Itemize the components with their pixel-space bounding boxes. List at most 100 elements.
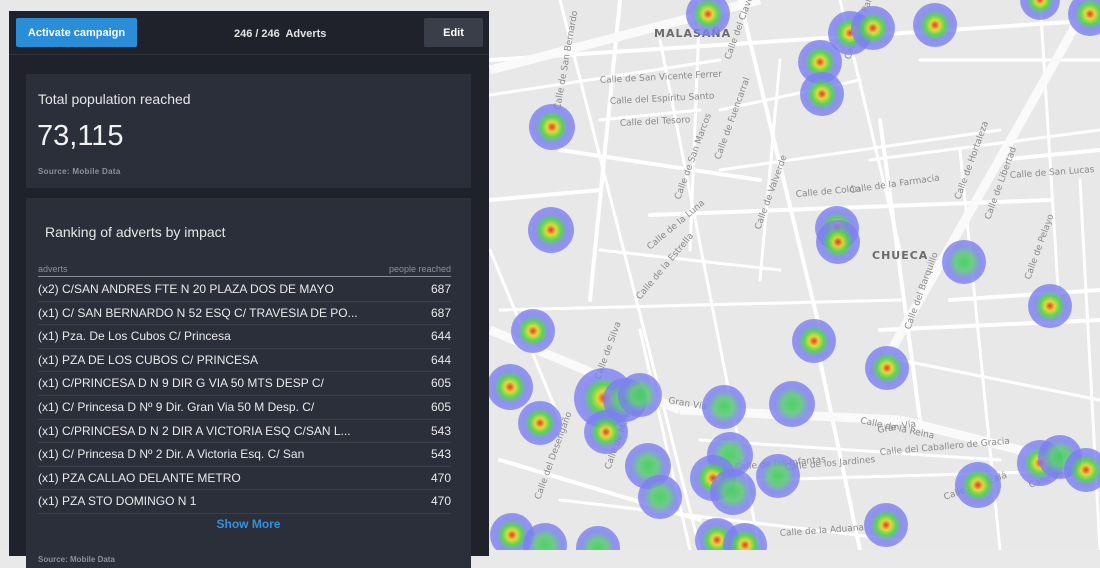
heat-hotspot — [792, 319, 836, 363]
street-segment — [948, 288, 1100, 302]
edit-button[interactable]: Edit — [424, 18, 483, 47]
street-segment — [738, 0, 822, 332]
population-title: Total population reached — [38, 91, 191, 107]
heat-hotspot — [511, 309, 555, 353]
street-segment — [718, 128, 1002, 172]
list-item[interactable]: (x1) PZA CALLAO DELANTE METRO 470 — [38, 467, 451, 491]
list-item[interactable]: (x1) C/PRINCESA D N 9 DIR G VIA 50 MTS D… — [38, 372, 451, 396]
people-reached-value: 605 — [430, 399, 451, 414]
heat-hotspot — [487, 364, 533, 410]
heat-hotspot — [518, 401, 562, 445]
map-heat-layer — [487, 0, 1100, 550]
street-segment — [598, 248, 782, 272]
list-item[interactable]: (x1) C/ Princesa D Nº 9 Dir. Gran Via 50… — [38, 396, 451, 420]
street-segment — [488, 18, 1100, 62]
ranking-title: Ranking of adverts by impact — [45, 224, 226, 240]
people-reached-value: 687 — [430, 305, 451, 320]
heat-hotspot — [798, 40, 842, 84]
street-segment — [648, 198, 1052, 217]
heat-hotspot — [769, 381, 815, 427]
list-item[interactable]: (x1) C/PRINCESA D N 2 DIR A VICTORIA ESQ… — [38, 420, 451, 444]
advert-name: (x1) C/PRINCESA D N 9 DIR G VIA 50 MTS D… — [38, 376, 324, 391]
heat-hotspot — [800, 72, 844, 116]
heat-hotspot — [529, 104, 575, 150]
people-reached-value: 687 — [430, 282, 451, 296]
street-segment — [588, 0, 622, 302]
heat-hotspot — [955, 462, 1001, 508]
street-segment — [488, 58, 722, 97]
heat-hotspot — [865, 346, 909, 390]
street-segment — [488, 188, 602, 202]
advert-name: (x1) PZA CALLAO DELANTE METRO — [38, 470, 241, 485]
heat-hotspot — [686, 0, 730, 36]
street-segment — [498, 298, 902, 312]
street-segment — [878, 118, 922, 422]
street-segment — [598, 108, 702, 122]
list-item[interactable]: (x2) C/SAN ANDRES FTE N 20 PLAZA DOS DE … — [38, 278, 451, 302]
column-adverts: adverts — [38, 264, 68, 274]
heat-hotspot — [638, 475, 682, 519]
heat-hotspot — [528, 207, 574, 253]
advert-count-total: 246 — [261, 28, 280, 40]
street-segment — [898, 358, 1100, 402]
people-reached-value: 644 — [430, 329, 451, 344]
advert-name: (x2) C/SAN ANDRES FTE N 20 PLAZA DOS DE … — [38, 282, 334, 296]
heat-hotspot — [1028, 284, 1072, 328]
street-segment — [558, 0, 702, 550]
people-reached-value: 470 — [430, 494, 451, 509]
major-road-segment — [876, 0, 1094, 373]
street-segment — [558, 498, 902, 542]
street-segment — [818, 358, 862, 550]
street-segment — [558, 148, 762, 182]
heat-hotspot — [1064, 448, 1100, 492]
street-segment — [698, 438, 1002, 462]
advert-name: (x1) C/ Princesa D Nº 9 Dir. Gran Via 50… — [38, 399, 315, 414]
heat-hotspot — [490, 513, 534, 550]
people-reached-value: 644 — [430, 352, 451, 367]
column-people-reached: people reached — [388, 264, 451, 274]
advert-name: (x1) Pza. De Los Cubos C/ Princesa — [38, 329, 231, 344]
list-item[interactable]: (x1) C/ SAN BERNARDO N 52 ESQ C/ TRAVESI… — [38, 302, 451, 326]
population-source: Source: Mobile Data — [38, 167, 121, 176]
advert-count-unit: Adverts — [285, 28, 327, 40]
ranking-header: adverts people reached — [38, 264, 451, 277]
advert-name: (x1) C/ SAN BERNARDO N 52 ESQ C/ TRAVESI… — [38, 305, 358, 320]
population-card: Total population reached 73,115 Source: … — [26, 74, 471, 188]
heat-hotspot — [618, 373, 662, 417]
heat-hotspot — [723, 523, 767, 550]
heat-hotspot — [584, 410, 628, 454]
street-segment — [868, 128, 1100, 162]
panel-toolbar: Activate campaign 246/246 Adverts Edit — [9, 11, 489, 55]
ranking-source: Source: Mobile Data — [38, 555, 115, 564]
heat-hotspot — [942, 240, 986, 284]
people-reached-value: 470 — [430, 470, 451, 485]
list-item[interactable]: (x1) Pza. De Los Cubos C/ Princesa 644 — [38, 325, 451, 349]
heat-hotspot — [1020, 0, 1060, 20]
advert-name: (x1) PZA DE LOS CUBOS C/ PRINCESA — [38, 352, 259, 367]
street-segment — [1038, 0, 1062, 322]
list-item[interactable]: (x1) PZA DE LOS CUBOS C/ PRINCESA 644 — [38, 349, 451, 373]
heat-hotspot — [710, 469, 756, 515]
ranking-list: (x2) C/SAN ANDRES FTE N 20 PLAZA DOS DE … — [38, 278, 451, 514]
heat-hotspot — [913, 3, 957, 47]
street-label: Calle del Tesoro — [620, 115, 691, 129]
show-more-link[interactable]: Show More — [216, 517, 281, 531]
heat-hotspot — [864, 503, 908, 547]
heat-hotspot — [851, 6, 895, 50]
heat-hotspot — [702, 385, 746, 429]
people-reached-value: 543 — [430, 423, 451, 438]
street-segment — [638, 328, 692, 550]
heat-hotspot — [816, 220, 860, 264]
street-segment — [688, 0, 702, 252]
advert-name: (x1) PZA STO DOMINGO N 1 — [38, 494, 197, 509]
list-item[interactable]: (x1) C/ Princesa D Nº 2 Dir. A Victoria … — [38, 443, 451, 467]
advert-count-separator: / — [255, 28, 259, 40]
list-item[interactable]: (x1) PZA STO DOMINGO N 1 470 — [38, 490, 451, 514]
advert-counter: 246/246 Adverts — [234, 28, 329, 40]
district-label: CHUECA — [872, 249, 928, 262]
heat-hotspot — [1068, 0, 1100, 36]
street-segment — [998, 148, 1100, 162]
ranking-card: Ranking of adverts by impact adverts peo… — [26, 198, 471, 568]
activate-campaign-button[interactable]: Activate campaign — [16, 18, 137, 47]
heat-hotspot — [523, 523, 567, 550]
